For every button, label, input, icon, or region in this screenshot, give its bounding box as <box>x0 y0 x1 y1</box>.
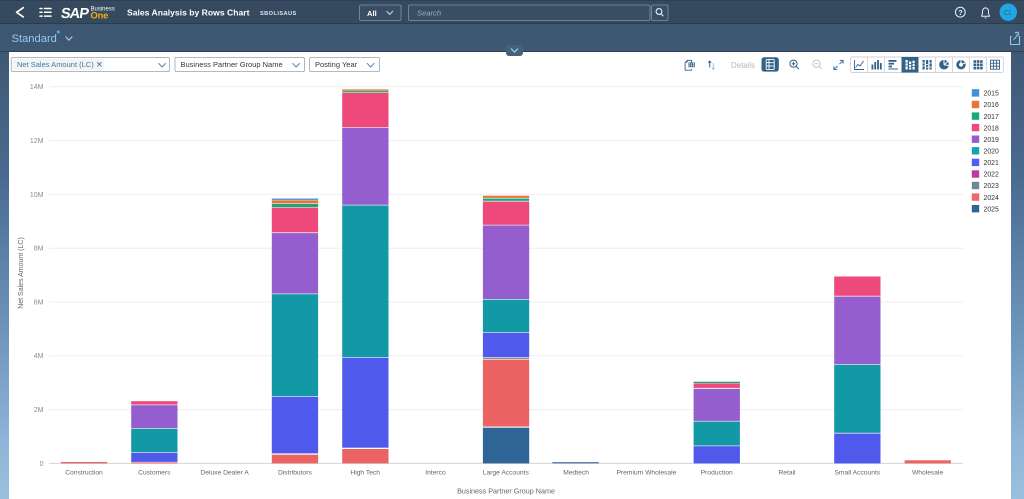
svg-text:2025: 2025 <box>984 206 999 213</box>
svg-text:Business Partner Group Name: Business Partner Group Name <box>181 60 283 69</box>
svg-text:2021: 2021 <box>984 160 999 167</box>
svg-text:4M: 4M <box>34 353 44 360</box>
svg-text:One: One <box>91 10 109 21</box>
svg-text:Production: Production <box>701 470 733 477</box>
svg-text:Posting Year: Posting Year <box>315 60 358 69</box>
svg-text:2018: 2018 <box>984 125 999 132</box>
svg-text:14M: 14M <box>30 84 44 91</box>
svg-text:Net Sales Amount (LC): Net Sales Amount (LC) <box>18 237 25 309</box>
svg-text:Business Partner Group Name: Business Partner Group Name <box>457 487 555 496</box>
svg-text:Premium Wholesale: Premium Wholesale <box>616 470 676 477</box>
svg-text:Sales Analysis by Rows Chart: Sales Analysis by Rows Chart <box>127 8 250 18</box>
svg-text:2022: 2022 <box>984 172 999 179</box>
svg-text:Construction: Construction <box>65 470 103 477</box>
svg-text:8M: 8M <box>34 246 44 253</box>
svg-text:2M: 2M <box>34 407 44 414</box>
svg-text:Medtech: Medtech <box>563 470 589 477</box>
svg-text:2019: 2019 <box>984 137 999 144</box>
svg-text:Standard: Standard <box>12 33 57 45</box>
svg-text:Net Sales Amount (LC): Net Sales Amount (LC) <box>17 60 94 69</box>
svg-text:2015: 2015 <box>984 91 999 98</box>
svg-text:CL: CL <box>1004 10 1013 17</box>
svg-text:All: All <box>367 9 377 18</box>
svg-text:Distributors: Distributors <box>278 470 312 477</box>
svg-text:Deluxe Dealer A: Deluxe Dealer A <box>200 470 249 477</box>
svg-text:Customers: Customers <box>138 470 171 477</box>
svg-text:2023: 2023 <box>984 183 999 190</box>
svg-text:Small Accounts: Small Accounts <box>834 470 880 477</box>
svg-text:12M: 12M <box>30 138 44 145</box>
svg-text:Large Accounts: Large Accounts <box>483 470 530 477</box>
svg-text:Search: Search <box>417 9 441 18</box>
svg-text:Wholesale: Wholesale <box>912 470 944 477</box>
svg-text:High Tech: High Tech <box>350 470 380 477</box>
svg-text:2016: 2016 <box>984 102 999 109</box>
svg-text:0: 0 <box>40 461 44 468</box>
svg-text:Retail: Retail <box>778 470 796 477</box>
svg-text:SAP: SAP <box>60 6 91 22</box>
svg-text:2017: 2017 <box>984 114 999 121</box>
svg-text:Interco: Interco <box>425 470 446 477</box>
svg-text:10M: 10M <box>30 192 44 199</box>
svg-text:Business: Business <box>91 7 115 13</box>
svg-text:?: ? <box>958 8 963 17</box>
svg-text:2020: 2020 <box>984 149 999 156</box>
svg-text:6M: 6M <box>34 299 44 306</box>
svg-text:Details: Details <box>731 61 755 70</box>
svg-text:2024: 2024 <box>984 195 999 202</box>
svg-text:SBOLISAUS: SBOLISAUS <box>260 11 297 17</box>
